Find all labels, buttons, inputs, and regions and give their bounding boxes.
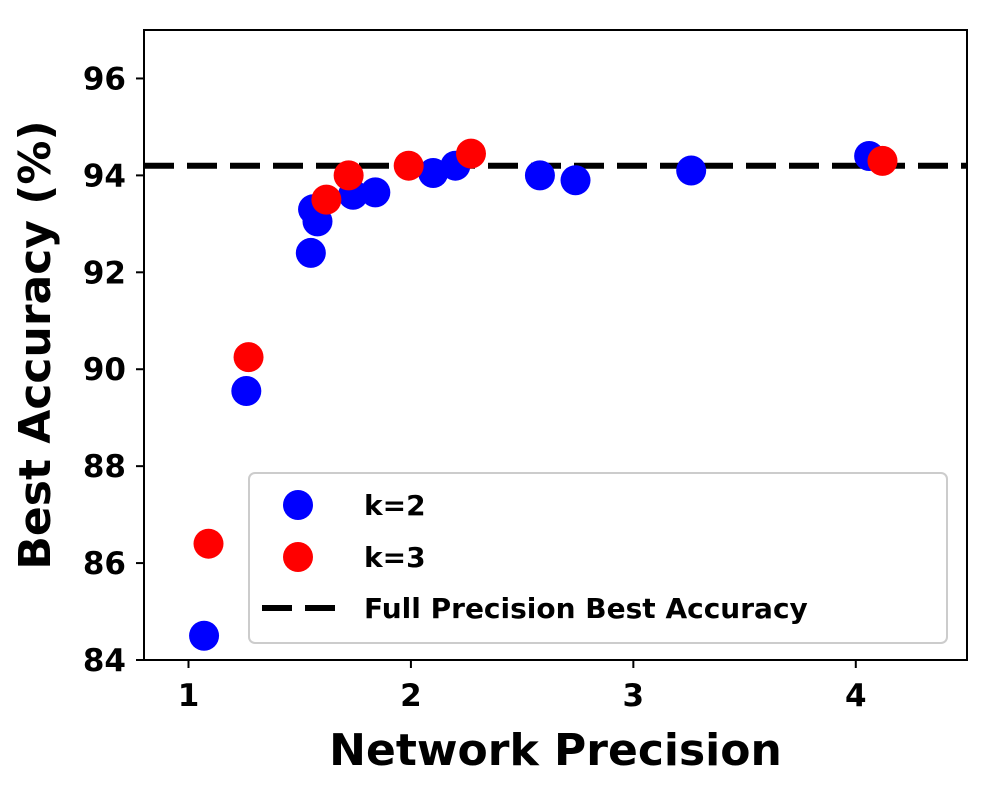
legend: k=2 k=3 Full Precision Best Accuracy [248,472,948,644]
y-tick-label: 96 [83,61,126,97]
y-tick-label: 92 [83,255,126,291]
data-point-k=3-6 [867,145,898,176]
axis-ticks: 1 2 3 4 84 86 88 90 92 94 96 [83,61,867,714]
data-point-k=2-2 [295,237,326,268]
data-point-k=2-6 [360,177,391,208]
data-point-k=2-11 [676,155,707,186]
legend-label-reference-line: Full Precision Best Accuracy [364,592,808,625]
x-axis-title: Network Precision [329,725,782,776]
data-point-k=2-10 [560,165,591,196]
y-tick-label: 88 [83,449,126,485]
legend-marker-k=2 [283,490,313,520]
data-point-k=2-0 [189,620,220,651]
y-tick-label: 84 [83,643,126,679]
y-tick-label: 90 [83,352,126,388]
x-tick-label: 4 [845,678,867,714]
legend-label-k=2: k=2 [364,489,426,522]
data-point-k=2-1 [231,376,262,407]
legend-marker-k=3 [283,542,313,572]
data-point-k=2-9 [524,160,555,191]
legend-box [248,472,948,644]
x-tick-label: 1 [178,678,200,714]
legend-label-k=3: k=3 [364,541,426,574]
data-point-k=3-5 [455,138,486,169]
data-point-k=3-1 [233,342,264,373]
data-point-k=3-0 [193,528,224,559]
plot-marks [144,138,967,651]
x-tick-label: 3 [623,678,645,714]
data-point-k=3-4 [393,150,424,181]
y-axis-title: Best Accuracy (%) [10,120,61,569]
data-point-k=3-3 [333,160,364,191]
y-tick-label: 86 [83,546,126,582]
plot-frame [143,29,968,661]
x-tick-label: 2 [400,678,422,714]
data-point-k=3-2 [311,184,342,215]
y-tick-label: 94 [83,158,126,194]
